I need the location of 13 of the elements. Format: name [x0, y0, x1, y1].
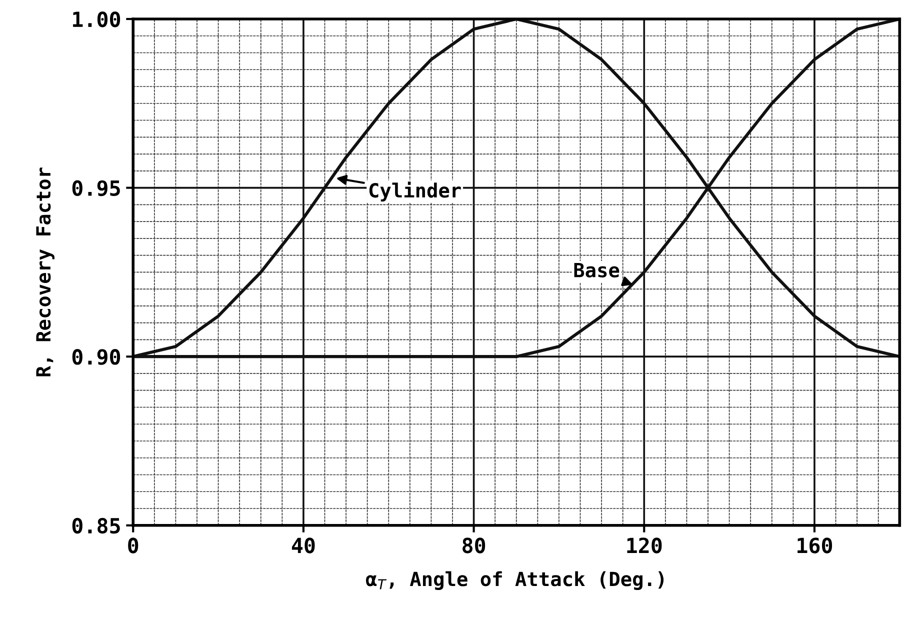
y-tick-label: 0.95: [72, 180, 120, 196]
x-tick-label: 160: [798, 538, 832, 554]
y-tick-label: 0.85: [72, 518, 120, 534]
x-tick-label: 40: [292, 538, 315, 554]
y-tick-label: 1.00: [73, 11, 120, 28]
annotation: Base: [574, 262, 620, 278]
annotation: Cylinder: [369, 182, 461, 202]
x-tick-label: 120: [627, 538, 662, 554]
y-tick-label: 0.90: [72, 349, 120, 365]
x-axis-title: α$_{T}$, Angle of Attack (Deg.): [366, 571, 664, 590]
x-tick-label: 0: [128, 538, 138, 554]
x-tick-label: 80: [462, 538, 486, 554]
y-axis-title: R, Recovery Factor: [36, 168, 54, 376]
